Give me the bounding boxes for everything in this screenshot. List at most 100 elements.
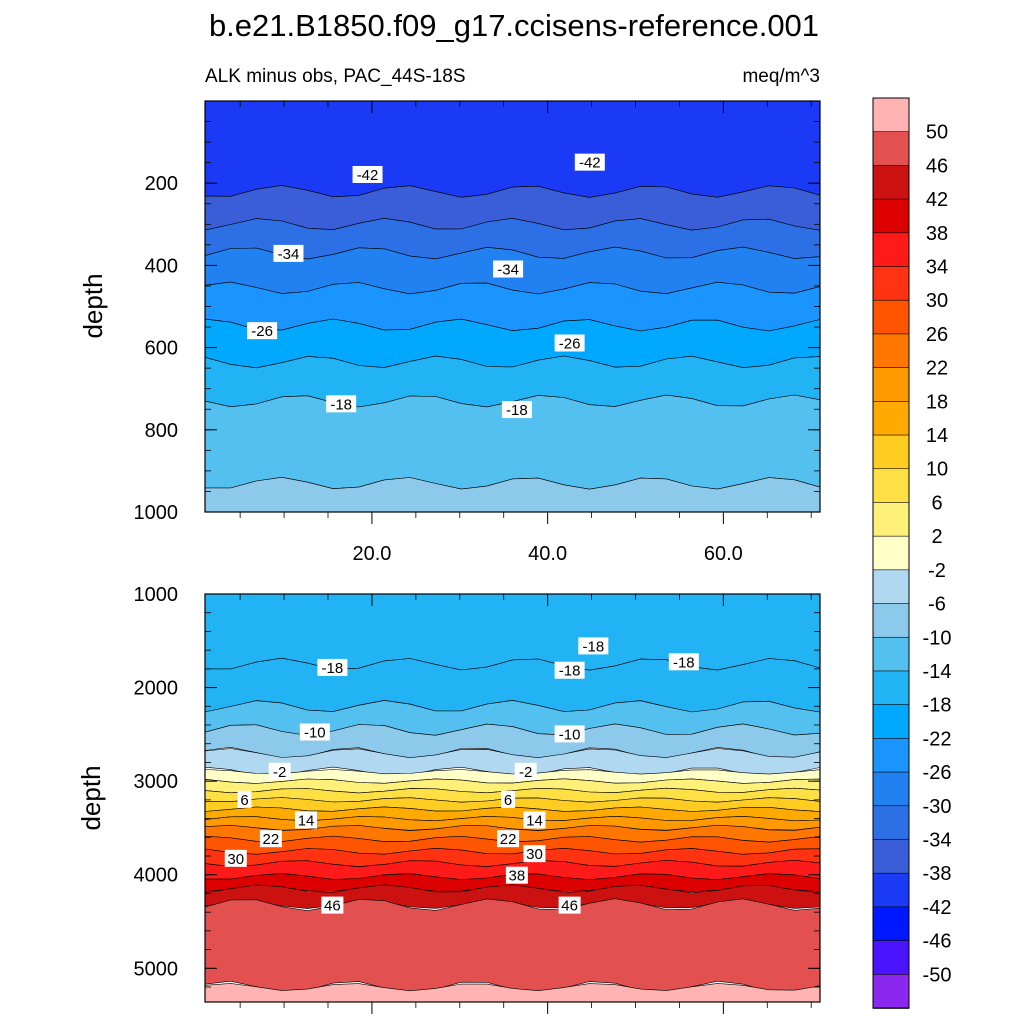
colorbar-swatch <box>872 839 910 874</box>
contour-label: 14 <box>298 812 315 829</box>
colorbar-label: 46 <box>926 155 948 177</box>
contour-label: 30 <box>526 846 543 863</box>
contour-label-box <box>523 811 546 829</box>
contour-label-box <box>501 401 532 419</box>
contour-label: -2 <box>519 764 532 781</box>
contour-label: 22 <box>500 831 517 848</box>
colorbar-swatch <box>872 738 910 773</box>
lower-frame <box>204 593 821 1003</box>
y-tick-label: 4000 <box>134 865 179 887</box>
colorbar-swatch <box>872 131 910 167</box>
contour-label: -18 <box>559 663 581 680</box>
contour-label: 14 <box>526 812 543 829</box>
colorbar-swatch <box>872 636 910 672</box>
colorbar-swatch <box>872 434 910 470</box>
contour-label: -42 <box>357 167 379 184</box>
contour-label-box <box>321 896 344 914</box>
y-tick-label: 600 <box>145 338 178 360</box>
colorbar-swatch <box>872 670 910 706</box>
contour-label-box <box>497 830 520 848</box>
colorbar-swatch <box>872 333 910 369</box>
contour-label-box <box>523 845 546 863</box>
contour-label: -2 <box>273 764 286 781</box>
upper-y-axis-label: depth <box>78 273 108 338</box>
contour-band-54 <box>205 983 820 1002</box>
colorbar-label: 18 <box>926 391 948 413</box>
x-tick-label: 40.0 <box>528 543 567 565</box>
colorbar-label: 30 <box>926 290 948 312</box>
colorbar-label: 6 <box>931 492 942 514</box>
contour-label-box <box>317 658 348 676</box>
colorbar-label: 22 <box>926 358 948 380</box>
contour-label-box <box>273 244 304 262</box>
colorbar-label: 2 <box>931 526 942 548</box>
x-tick-label: 20.0 <box>352 543 391 565</box>
colorbar-label: 26 <box>926 324 948 346</box>
y-tick-label: 3000 <box>134 771 179 793</box>
contour-label: -26 <box>559 335 581 352</box>
colorbar-label: -10 <box>923 627 952 649</box>
panel-subtitle-left: ALK minus obs, PAC_44S-18S <box>205 66 466 87</box>
colorbar-swatch <box>872 973 910 1009</box>
colorbar-label: -14 <box>923 661 952 683</box>
colorbar-label: -38 <box>923 863 952 885</box>
contour-band-50 <box>205 898 820 994</box>
contour-label: -18 <box>506 402 528 419</box>
y-tick-label: 5000 <box>134 958 179 980</box>
contour-label: -18 <box>322 660 344 677</box>
contour-label-box <box>514 762 537 780</box>
y-tick-label: 1000 <box>134 584 179 606</box>
contour-band--10 <box>205 476 820 512</box>
colorbar-label: -18 <box>923 695 952 717</box>
colorbar-label: -42 <box>923 897 952 919</box>
contour-label-box <box>668 653 699 671</box>
colorbar-label: 34 <box>926 257 948 279</box>
panel-subtitle-units: meq/m^3 <box>742 66 820 87</box>
y-tick-label: 1000 <box>134 502 179 524</box>
colorbar-label: -50 <box>923 964 952 986</box>
contour-label-box <box>326 395 357 413</box>
contour-label-box <box>268 762 291 780</box>
colorbar-swatch <box>872 569 910 605</box>
chart-title: b.e21.B1850.f09_g17.ccisens-reference.00… <box>209 8 819 43</box>
contour-label-box <box>259 830 282 848</box>
contour-label: -26 <box>251 323 273 340</box>
colorbar-swatch <box>872 198 910 234</box>
contour-label-box <box>554 661 585 679</box>
contour-band--42 <box>205 101 820 198</box>
colorbar-swatch <box>872 232 910 268</box>
colorbar-label: -46 <box>923 931 952 953</box>
contour-label-box <box>501 790 516 808</box>
contour-label: 22 <box>263 831 280 848</box>
contour-label-box <box>574 153 605 171</box>
colorbar-label: -34 <box>923 829 952 851</box>
contour-label: 46 <box>324 898 341 915</box>
contour-label-box <box>224 849 247 867</box>
colorbar-swatch <box>872 535 910 571</box>
contour-label: -18 <box>582 638 604 655</box>
y-tick-label: 400 <box>145 255 178 277</box>
contour-label: -34 <box>497 262 519 279</box>
contour-label: -18 <box>330 396 352 413</box>
colorbar-label: -6 <box>928 594 946 616</box>
colorbar-label: -30 <box>923 796 952 818</box>
contour-label-box <box>247 322 278 340</box>
contour-label: -10 <box>559 726 581 743</box>
contour-label: 6 <box>240 792 248 809</box>
contour-label: 6 <box>504 792 512 809</box>
colorbar-swatch <box>872 502 910 537</box>
colorbar-label: -2 <box>928 560 946 582</box>
colorbar-label: 50 <box>926 122 948 144</box>
colorbar-swatch <box>872 872 910 908</box>
colorbar-label: -22 <box>923 728 952 750</box>
y-tick-label: 200 <box>145 173 178 195</box>
x-tick-label: 60.0 <box>704 543 743 565</box>
contour-label: -34 <box>278 246 300 263</box>
colorbar-swatch <box>872 401 910 436</box>
contour-label-box <box>237 790 252 808</box>
upper-plot-area: -42 -42 -34 -34 -26 -26 -18 -18 <box>205 101 820 512</box>
contour-label: -10 <box>304 724 326 741</box>
colorbar-label: -26 <box>923 762 952 784</box>
contour-label-box <box>352 165 383 183</box>
